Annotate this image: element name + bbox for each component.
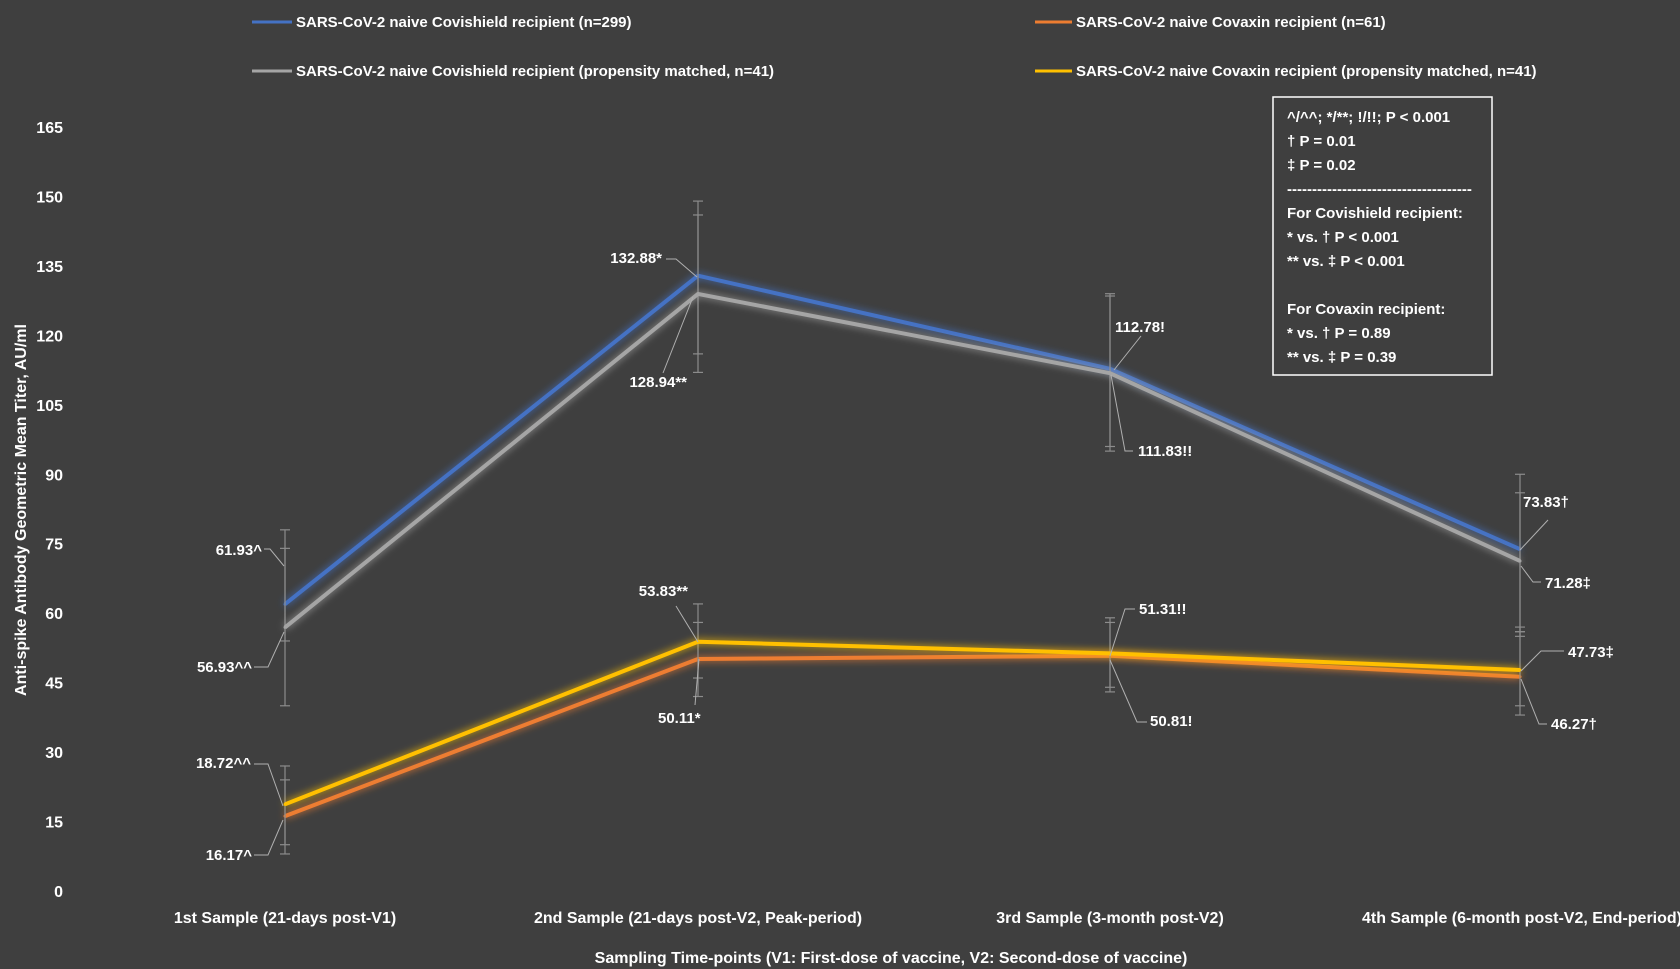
series-0 <box>280 214 1525 642</box>
legend-label-covaxin: SARS-CoV-2 naive Covaxin recipient (n=61… <box>1076 14 1386 31</box>
data-label: 111.83!! <box>1138 443 1192 460</box>
data-point <box>1108 371 1112 375</box>
y-tick-label: 45 <box>45 676 63 693</box>
data-label: 47.73‡ <box>1568 644 1614 661</box>
note-line: ------------------------------------- <box>1287 181 1472 198</box>
data-label-leader <box>1113 335 1142 371</box>
y-tick-label: 0 <box>54 884 63 901</box>
y-tick-label: 75 <box>45 537 63 554</box>
data-label: 61.93^ <box>216 542 263 559</box>
data-label: 53.83** <box>639 583 688 600</box>
y-tick-label: 90 <box>45 467 63 484</box>
series-line <box>283 291 1521 629</box>
significance-note-box: ^/^^; */**; !/!!; P < 0.001 † P = 0.01 ‡ P… <box>1272 96 1493 376</box>
data-label: 128.94** <box>629 374 687 391</box>
legend: SARS-CoV-2 naive Covishield recipient (n… <box>252 14 1537 80</box>
data-label-leader <box>694 658 700 706</box>
data-label-leader <box>1110 374 1133 452</box>
data-label-leader <box>1109 608 1135 657</box>
y-axis: 0 15 30 45 60 75 90 105 120 135 150 165 <box>36 120 63 901</box>
series-3 <box>280 603 1525 846</box>
y-tick-label: 165 <box>36 120 63 137</box>
note-line: * vs. † P < 0.001 <box>1287 229 1399 246</box>
data-label-leader <box>1520 565 1541 583</box>
legend-item-covishield: SARS-CoV-2 naive Covishield recipient (n… <box>252 14 632 31</box>
data-label-leader <box>1520 650 1564 672</box>
series-2 <box>280 621 1525 855</box>
y-tick-label: 135 <box>36 259 63 276</box>
note-line: ‡ P = 0.02 <box>1287 157 1356 174</box>
y-axis-title: Anti-spike Antibody Geometric Mean Titer… <box>13 324 30 696</box>
data-label-leader <box>675 605 699 643</box>
note-line: † P = 0.01 <box>1287 133 1356 150</box>
data-label: 46.27† <box>1551 716 1597 733</box>
note-line: For Covishield recipient: <box>1287 205 1463 222</box>
data-label: 132.88* <box>610 250 662 267</box>
x-category-label: 3rd Sample (3-month post-V2) <box>996 910 1224 927</box>
data-label-leader <box>666 258 698 278</box>
data-label: 16.17^ <box>206 847 253 864</box>
data-point <box>283 802 287 806</box>
series-1 <box>280 200 1525 707</box>
data-label-leader <box>1520 678 1547 725</box>
x-category-label: 2nd Sample (21-days post-V2, Peak-period… <box>534 910 862 927</box>
legend-label-covishield-matched: SARS-CoV-2 naive Covishield recipient (p… <box>296 63 774 80</box>
data-label: 112.78! <box>1115 319 1165 336</box>
y-tick-label: 120 <box>36 328 63 345</box>
legend-item-covaxin-matched: SARS-CoV-2 naive Covaxin recipient (prop… <box>1035 63 1537 80</box>
x-axis-title: Sampling Time-points (V1: First-dose of … <box>595 950 1188 967</box>
note-line: ** vs. ‡ P < 0.001 <box>1287 253 1405 270</box>
data-label: 56.93^^ <box>197 659 252 676</box>
data-label: 51.31!! <box>1139 601 1187 618</box>
note-line: ** vs. ‡ P = 0.39 <box>1287 349 1396 366</box>
data-label-leader <box>254 763 284 807</box>
note-box-frame <box>1272 96 1493 376</box>
legend-item-covaxin: SARS-CoV-2 naive Covaxin recipient (n=61… <box>1035 14 1386 31</box>
x-category-label: 1st Sample (21-days post-V1) <box>174 910 396 927</box>
series-layer <box>280 200 1525 855</box>
data-point <box>696 292 700 296</box>
y-tick-label: 150 <box>36 189 63 206</box>
data-label-leader <box>662 296 694 374</box>
data-label: 71.28‡ <box>1545 575 1591 592</box>
data-label-leader <box>254 631 285 668</box>
series-line <box>284 653 1521 818</box>
series-line <box>284 639 1521 807</box>
y-tick-label: 105 <box>36 398 63 415</box>
data-label: 50.11* <box>658 710 701 727</box>
data-label: 18.72^^ <box>196 755 251 772</box>
legend-label-covaxin-matched: SARS-CoV-2 naive Covaxin recipient (prop… <box>1076 63 1537 80</box>
data-label-leader <box>254 819 284 856</box>
data-label-layer: 61.93^ 56.93^^ 128.94** 132.88* 112.78! 111.8… <box>196 250 1614 864</box>
legend-item-covishield-matched: SARS-CoV-2 naive Covishield recipient (p… <box>252 63 774 80</box>
x-category-label: 4th Sample (6-month post-V2, End-period) <box>1362 910 1680 927</box>
data-label: 50.81! <box>1150 713 1193 730</box>
x-axis: 1st Sample (21-days post-V1) 2nd Sample (… <box>174 910 1680 927</box>
data-label-leader <box>1109 659 1147 723</box>
data-point <box>1518 559 1522 563</box>
note-line: For Covaxin recipient: <box>1287 301 1445 318</box>
legend-label-covishield: SARS-CoV-2 naive Covishield recipient (n… <box>296 14 632 31</box>
y-tick-label: 15 <box>45 815 63 832</box>
data-point <box>283 625 287 629</box>
data-label: 73.83† <box>1523 494 1569 511</box>
series-line <box>283 273 1521 606</box>
data-label-leader <box>1519 519 1549 551</box>
y-tick-label: 60 <box>45 606 63 623</box>
note-line: ^/^^; */**; !/!!; P < 0.001 <box>1287 109 1450 126</box>
note-line: * vs. † P = 0.89 <box>1287 325 1391 342</box>
y-tick-label: 30 <box>45 745 63 762</box>
data-label-leader <box>264 548 285 567</box>
